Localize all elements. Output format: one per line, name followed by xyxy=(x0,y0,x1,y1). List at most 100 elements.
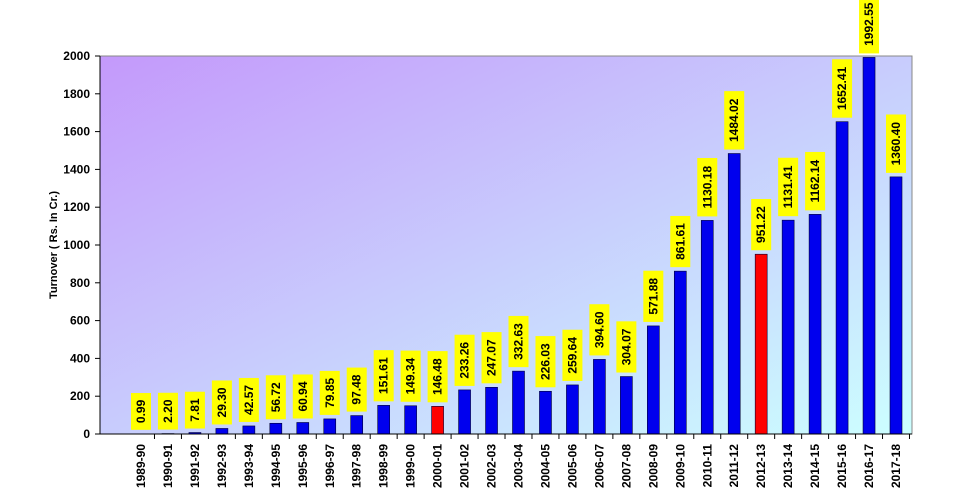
data-label: 571.88 xyxy=(646,278,660,315)
data-label: 1652.41 xyxy=(835,66,849,110)
data-label-background xyxy=(427,351,448,403)
bar xyxy=(673,270,687,435)
bar xyxy=(404,405,417,435)
bar xyxy=(700,220,714,435)
data-label: 1131.41 xyxy=(781,165,795,208)
data-label: 29.30 xyxy=(215,387,229,417)
bar xyxy=(889,176,903,435)
data-label: 1360.40 xyxy=(889,122,903,166)
data-label: 1130.18 xyxy=(700,166,714,209)
data-label-background xyxy=(562,329,583,381)
x-tick-label: 2008-09 xyxy=(646,444,660,488)
x-tick-label: 2001-02 xyxy=(458,444,472,488)
x-tick-label: 2000-01 xyxy=(431,444,445,488)
x-tick-label: 1993-94 xyxy=(242,444,256,488)
x-tick-label: 1999-00 xyxy=(404,444,418,488)
data-label-background xyxy=(481,332,502,384)
data-label: 1162.14 xyxy=(808,159,822,202)
x-tick-label: 2013-14 xyxy=(781,444,795,488)
bar xyxy=(485,387,498,435)
bar xyxy=(323,418,337,435)
y-axis-label: Turnover ( Rs. In Cr.) xyxy=(48,191,60,299)
data-label-background xyxy=(751,199,772,251)
data-label: 259.64 xyxy=(565,337,579,374)
x-tick-label: 1996-97 xyxy=(323,444,337,488)
x-tick-label: 2009-10 xyxy=(673,444,687,488)
y-tick-label: 0 xyxy=(83,427,90,441)
data-label-background xyxy=(886,114,906,173)
data-label-background xyxy=(131,393,151,430)
bar xyxy=(808,214,822,435)
x-tick-label: 2012-13 xyxy=(754,444,768,488)
data-label-background xyxy=(589,304,610,356)
bar xyxy=(512,370,525,435)
x-tick-label: 2017-18 xyxy=(889,444,903,488)
bar xyxy=(620,376,633,435)
x-tick-label: 1994-95 xyxy=(269,444,283,488)
x-tick-label: 2005-06 xyxy=(565,444,579,488)
data-label: 2.20 xyxy=(161,399,175,423)
data-label-background xyxy=(265,375,286,420)
bar xyxy=(215,428,229,435)
x-tick-label: 2015-16 xyxy=(835,444,849,488)
bar xyxy=(862,57,876,435)
x-tick-label: 1992-93 xyxy=(215,444,229,488)
y-tick-label: 1800 xyxy=(63,87,90,101)
data-label-background xyxy=(670,215,691,268)
data-label: 79.85 xyxy=(323,378,337,408)
data-label: 1992.55 xyxy=(862,2,876,46)
data-label-background xyxy=(400,350,421,402)
data-label: 233.26 xyxy=(458,342,472,379)
x-tick-label: 2010-11 xyxy=(700,444,714,488)
data-label-background xyxy=(319,370,340,415)
data-label: 1484.02 xyxy=(727,98,741,142)
data-label: 97.48 xyxy=(350,374,364,404)
data-labels: 0.99 2.20 7.81 29.30 42.57 56.72 60.94 79.85 97.… xyxy=(131,0,906,430)
x-tick-label: 2002-03 xyxy=(485,444,499,488)
bar xyxy=(269,422,283,435)
bar xyxy=(539,390,552,435)
data-label-background xyxy=(346,367,367,412)
data-label-background xyxy=(697,157,718,217)
data-label-background xyxy=(157,392,178,430)
data-label: 0.99 xyxy=(134,399,148,423)
y-tick-label: 400 xyxy=(70,351,90,365)
x-tick-label: 1990-91 xyxy=(161,444,175,488)
y-tick-label: 2000 xyxy=(63,49,90,63)
data-label-background xyxy=(238,377,259,422)
bar xyxy=(835,121,849,435)
data-label: 42.57 xyxy=(242,385,256,415)
y-tick-label: 1000 xyxy=(63,238,90,252)
bar xyxy=(458,389,471,435)
data-label-background xyxy=(859,0,880,54)
x-tick-label: 1998-99 xyxy=(377,444,391,488)
data-label-background xyxy=(643,270,664,322)
data-label: 304.07 xyxy=(619,328,633,365)
bar xyxy=(593,359,606,435)
data-label-background xyxy=(184,391,205,429)
x-tick-label: 1989-90 xyxy=(134,444,148,488)
x-tick-label: 2004-05 xyxy=(538,444,552,488)
data-label: 951.22 xyxy=(754,206,768,243)
x-tick-label: 2003-04 xyxy=(512,444,526,488)
data-label-background xyxy=(535,336,556,388)
data-label: 247.07 xyxy=(485,339,499,376)
data-label-background xyxy=(805,151,826,211)
data-label: 332.63 xyxy=(512,323,526,360)
data-label-background xyxy=(508,315,529,368)
data-label-background xyxy=(616,321,637,373)
x-tick-label: 2007-08 xyxy=(619,444,633,488)
bar xyxy=(647,325,660,435)
plot-area xyxy=(99,55,913,435)
data-label: 226.03 xyxy=(538,343,552,380)
data-label: 146.48 xyxy=(431,358,445,395)
bar xyxy=(566,384,579,435)
bar xyxy=(296,422,310,435)
x-tick-label: 1997-98 xyxy=(350,444,364,488)
y-tick-label: 1400 xyxy=(63,162,90,176)
bar xyxy=(350,415,364,435)
x-tick-label: 2011-12 xyxy=(727,444,741,488)
x-tick-label: 2016-17 xyxy=(862,444,876,488)
data-label: 861.61 xyxy=(673,223,687,260)
bar xyxy=(781,219,795,435)
